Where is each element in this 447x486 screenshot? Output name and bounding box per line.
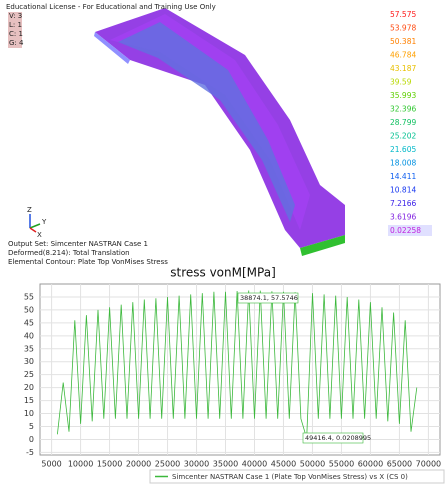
x-tick-label: 60000	[358, 460, 383, 469]
colorbar-label: 25.202	[390, 132, 416, 141]
colorbar-label: 46.784	[390, 51, 416, 60]
x-tick-label: 70000	[416, 460, 441, 469]
y-tick-label: 35	[24, 344, 34, 353]
y-tick-label: 55	[24, 292, 34, 301]
colorbar-label: 50.381	[390, 37, 416, 46]
colorbar-label: 3.6196	[390, 213, 416, 222]
colorbar-label: 14.411	[390, 172, 416, 181]
colorbar-label: 43.187	[390, 64, 416, 73]
view-info: V: 3	[9, 12, 22, 20]
colorbar-label: 10.814	[390, 186, 416, 195]
annotation: 38874.1, 57.5746	[240, 294, 298, 302]
y-tick-label: 30	[24, 357, 34, 366]
x-tick-label: 15000	[97, 460, 122, 469]
colorbar-label: 39.59	[390, 78, 412, 87]
x-tick-label: 50000	[300, 460, 325, 469]
view-background	[0, 0, 447, 262]
y-tick-label: 25	[24, 370, 34, 379]
triad-label: X	[37, 231, 42, 239]
colorbar-label: 18.008	[390, 159, 416, 168]
x-tick-label: 20000	[126, 460, 151, 469]
colorbar-label: 28.799	[390, 118, 416, 127]
x-tick-label: 5000	[41, 460, 61, 469]
colorbar-label: 32.396	[390, 105, 416, 114]
legend-label: Simcenter NASTRAN Case 1 (Plate Top VonM…	[172, 473, 408, 481]
x-tick-label: 55000	[329, 460, 354, 469]
triad-label: Y	[41, 218, 47, 226]
y-tick-label: 20	[24, 383, 34, 392]
colorbar-label: 21.605	[390, 145, 416, 154]
y-tick-label: 40	[24, 331, 34, 340]
colorbar-label: 7.2166	[390, 199, 416, 208]
output-info: Deformed(8.214): Total Translation	[8, 249, 130, 257]
y-tick-label: 50	[24, 305, 34, 314]
page: Educational License - For Educational an…	[0, 0, 447, 486]
x-tick-label: 40000	[242, 460, 267, 469]
colorbar-label: 35.993	[390, 91, 416, 100]
output-info: Elemental Contour: Plate Top VonMises St…	[8, 258, 168, 266]
y-tick-label: 15	[24, 396, 34, 405]
x-tick-label: 30000	[184, 460, 209, 469]
annotation: 49416.4, 0.0208995	[305, 434, 371, 442]
output-info: Output Set: Simcenter NASTRAN Case 1	[8, 240, 148, 248]
y-tick-label: 10	[24, 409, 34, 418]
colorbar-label: 53.978	[390, 24, 416, 33]
view-info: L: 1	[9, 21, 22, 29]
colorbar-label: 0.02258	[390, 226, 421, 235]
x-tick-label: 65000	[387, 460, 412, 469]
x-tick-label: 25000	[155, 460, 180, 469]
chart-title: stress vonM[MPa]	[170, 266, 276, 280]
view-info: C: 1	[9, 30, 23, 38]
view-info: G: 4	[9, 39, 24, 47]
y-tick-label: 5	[29, 422, 34, 431]
colorbar-label: 57.575	[390, 10, 416, 19]
x-tick-label: 10000	[68, 460, 93, 469]
license-text: Educational License - For Educational an…	[6, 3, 216, 11]
y-tick-label: 0	[29, 435, 34, 444]
x-tick-label: 35000	[213, 460, 238, 469]
x-tick-label: 45000	[271, 460, 296, 469]
y-tick-label: -5	[26, 448, 34, 457]
y-tick-label: 45	[24, 318, 34, 327]
triad-label: Z	[27, 206, 32, 214]
